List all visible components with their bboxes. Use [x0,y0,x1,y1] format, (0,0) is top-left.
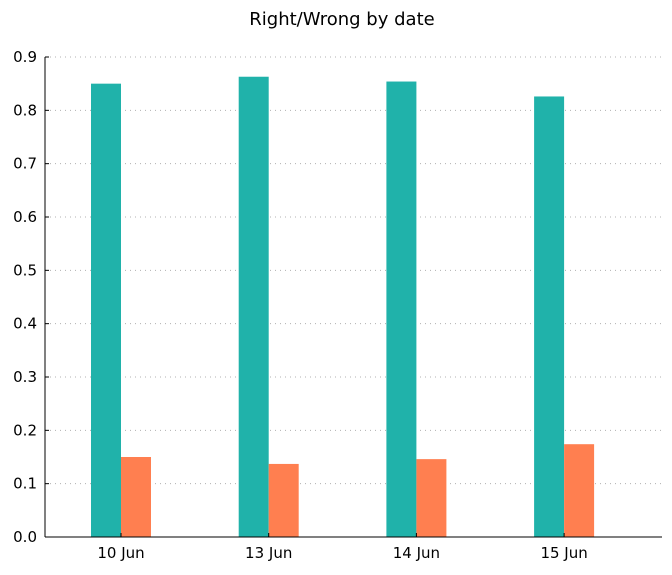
bar-series-2 [416,459,447,537]
y-tick-label: 0.1 [13,475,37,493]
axes [44,57,662,538]
y-tick-label: 0.2 [13,421,37,439]
x-axis-ticks: 10 Jun 13 Jun 14 Jun 15 Jun [97,533,588,562]
bar-series-1 [91,83,121,538]
x-tick-label: 15 Jun [540,544,587,562]
chart-title: Right/Wrong by date [249,9,434,30]
y-tick-label: 0.9 [13,48,37,66]
bar-series-2 [268,463,299,537]
gridlines [45,56,662,485]
y-tick-label: 0.7 [13,155,37,173]
bars [91,76,595,538]
y-axis-ticks: 0.0 0.1 0.2 0.3 0.4 0.5 0.6 0.7 0.8 0.9 [13,48,49,546]
bar-series-1 [534,96,565,537]
bar-series-2 [564,444,595,537]
y-tick-label: 0.8 [13,101,37,119]
y-tick-label: 0.3 [13,368,37,386]
y-tick-label: 0.6 [13,208,37,226]
bar-series-2 [121,457,151,537]
x-tick-label: 10 Jun [97,544,144,562]
x-tick-label: 13 Jun [245,544,292,562]
bar-series-1 [386,81,417,538]
x-tick-label: 14 Jun [393,544,440,562]
y-tick-label: 0.4 [13,315,37,333]
y-tick-label: 0.0 [13,528,37,546]
bar-series-1 [238,76,269,537]
y-tick-label: 0.5 [13,261,37,279]
